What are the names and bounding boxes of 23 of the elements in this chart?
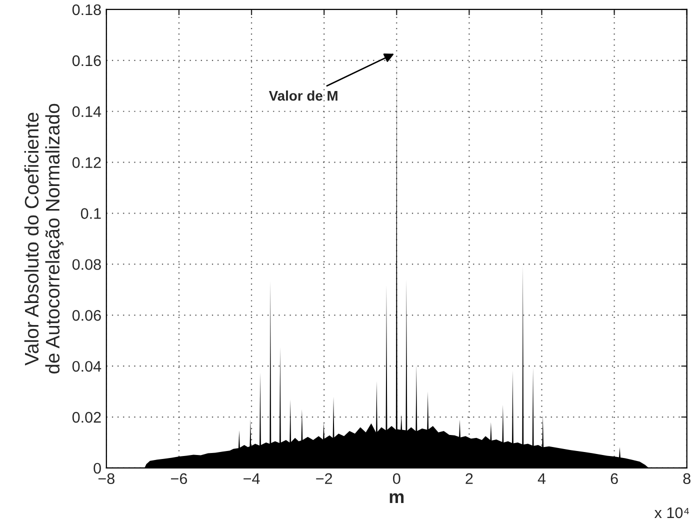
y-tick-label: 0.1 [80,208,101,219]
y-tick-label: 0.14 [72,106,102,118]
y-tick-label: 0.02 [72,412,101,423]
x-tick-label: 2 [466,473,473,484]
x-tick-label: 6 [610,473,618,484]
annotation: Valor de M [268,90,338,101]
y-tick-label: 0.08 [72,259,101,270]
y-tick-label: 0.06 [72,310,101,321]
text: x 10⁴ [654,507,689,518]
y-tick-label: 0.18 [72,4,101,16]
x-tick-label: 8 [683,473,690,484]
x-tick-label: 4 [538,473,546,484]
x-tick-label: 0 [392,473,400,484]
x-tick-label: −2 [316,473,332,484]
y-tick-label: 0.16 [72,55,101,66]
x-tick-label: −8 [98,473,114,484]
y-tick-label: 0.04 [72,360,102,372]
x-tick-label: −4 [244,473,260,484]
y-tick-label: 0 [94,462,101,474]
y-axis-title: Valor Absoluto do Coeficiente de Autocorrelação Normalizado [24,104,64,374]
x-axis-title: m [390,493,404,503]
x-tick-label: −6 [171,473,188,484]
y-tick-label: 0.12 [72,157,101,168]
